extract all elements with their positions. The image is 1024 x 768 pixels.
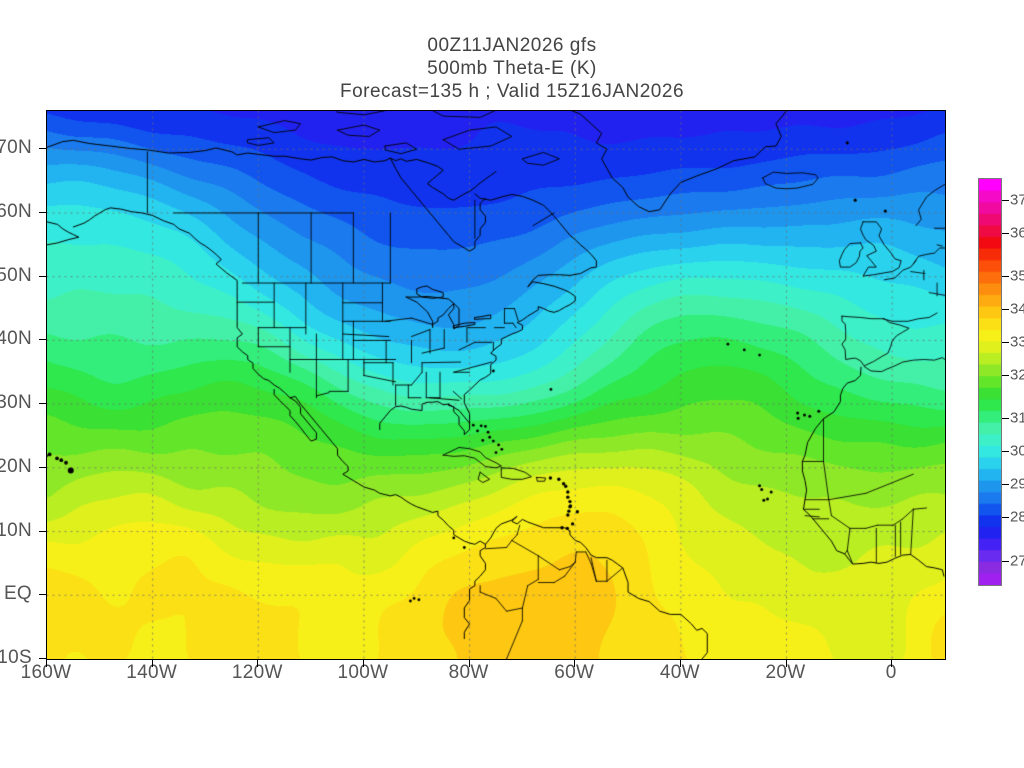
- longitude-tick-mark: [679, 659, 681, 667]
- colorbar-tick-mark: [1002, 418, 1009, 420]
- colorbar-tick-mark: [1002, 560, 1009, 562]
- latitude-tick-label: 20N: [0, 455, 32, 477]
- latitude-tick-label: EQ: [3, 583, 32, 605]
- latitude-tick-mark: [39, 658, 46, 659]
- latitude-tick-label: 10S: [0, 647, 32, 668]
- longitude-tick-mark: [151, 659, 153, 667]
- colorbar-tick-mark: [1002, 232, 1009, 234]
- longitude-tick-label: 60W: [554, 662, 595, 683]
- colorbar-tick-mark: [1002, 484, 1009, 485]
- longitude-tick-mark: [257, 659, 259, 667]
- latitude-tick-mark: [39, 594, 46, 596]
- longitude-tick-label: 140W: [126, 662, 178, 683]
- latitude-axis: 70N 60N 50N 40N 30N 20N 10N EQ 10S: [0, 0, 42, 768]
- colorbar-tick-label: 375: [1010, 191, 1024, 209]
- longitude-tick-mark: [785, 659, 787, 667]
- longitude-tick-mark: [574, 659, 576, 667]
- chart-title-block: 00Z11JAN2026 gfs 500mb Theta-E (K) Forec…: [0, 34, 1024, 103]
- longitude-tick-mark: [46, 659, 47, 667]
- latitude-tick-label: 40N: [0, 328, 32, 350]
- colorbar-tick-label: 336: [1010, 333, 1024, 351]
- colorbar-tick-label: 306: [1010, 442, 1024, 460]
- colorbar-tick-mark: [1002, 374, 1009, 376]
- latitude-tick-mark: [39, 466, 46, 468]
- colorbar-tick-mark: [1002, 516, 1009, 518]
- colorbar-gradient: [978, 178, 1002, 586]
- latitude-tick-label: 30N: [0, 392, 32, 414]
- title-line-model: 00Z11JAN2026 gfs: [427, 35, 597, 56]
- latitude-tick-mark: [39, 211, 46, 213]
- colorbar-tick-label: 354: [1010, 267, 1024, 285]
- colorbar-tick-label: 297: [1010, 475, 1024, 493]
- title-line-forecast: Forecast=135 h ; Valid 15Z16JAN2026: [339, 81, 685, 102]
- colorbar-tick-label: 288: [1010, 508, 1024, 526]
- latitude-tick-label: 60N: [0, 200, 32, 222]
- colorbar-tick-label: 366: [1010, 224, 1024, 242]
- longitude-tick-label: 20W: [765, 662, 806, 683]
- longitude-tick-label: 0: [885, 662, 897, 683]
- latitude-tick-label: 70N: [0, 137, 32, 159]
- map-plot-area[interactable]: [46, 110, 946, 660]
- map-coastlines-overlay: [47, 111, 945, 659]
- colorbar-tick-label: 327: [1010, 366, 1024, 384]
- longitude-tick-label: 160W: [20, 662, 72, 683]
- longitude-tick-label: 80W: [448, 662, 489, 683]
- latitude-tick-mark: [39, 403, 46, 405]
- colorbar-tick-label: 276: [1010, 552, 1024, 569]
- latitude-tick-label: 10N: [0, 519, 32, 541]
- colorbar-tick-mark: [1002, 341, 1009, 343]
- longitude-tick-mark: [362, 659, 364, 667]
- colorbar-tick-mark: [1002, 276, 1009, 278]
- colorbar-tick-label: 345: [1010, 300, 1024, 318]
- longitude-tick-mark: [468, 659, 470, 667]
- colorbar-tick-label: 315: [1010, 409, 1024, 427]
- colorbar-tick-mark: [1002, 309, 1009, 311]
- colorbar-tick-mark: [1002, 199, 1009, 201]
- theta-e-colorbar: 375 366 354 345 336 327 315 306 297 288 276: [978, 178, 1024, 586]
- latitude-tick-mark: [39, 530, 46, 532]
- latitude-tick-mark: [39, 275, 46, 277]
- title-line-variable: 500mb Theta-E (K): [427, 58, 597, 79]
- longitude-tick-mark: [891, 659, 893, 667]
- latitude-tick-label: 50N: [0, 264, 32, 286]
- longitude-tick-label: 40W: [659, 662, 700, 683]
- longitude-tick-label: 120W: [231, 662, 283, 683]
- latitude-tick-mark: [39, 148, 46, 150]
- latitude-tick-mark: [39, 339, 46, 341]
- colorbar-tick-mark: [1002, 451, 1009, 453]
- longitude-tick-label: 100W: [337, 662, 389, 683]
